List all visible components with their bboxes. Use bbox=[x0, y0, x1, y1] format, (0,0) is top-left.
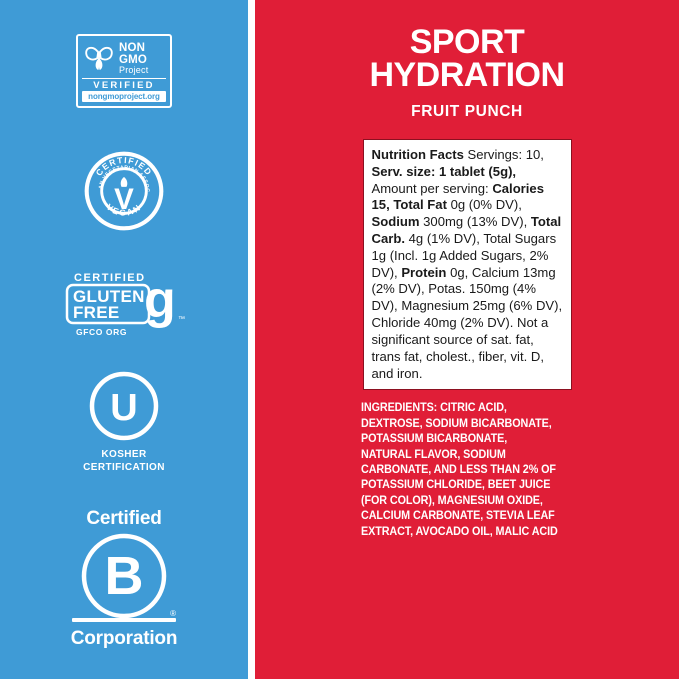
non-gmo-top-row: NON GMO Project bbox=[82, 40, 166, 78]
kosher-line1: KOSHER bbox=[101, 449, 147, 460]
kosher-caption: KOSHER CERTIFICATION bbox=[83, 449, 165, 474]
nutrition-amount-per-serving: Amount per serving: bbox=[371, 180, 493, 196]
gluten-free-logo-icon: CERTIFIED GLUTEN FREE g ™ GFCO ORG bbox=[65, 271, 185, 337]
nutrition-facts-text: Nutrition Facts Servings: 10, Serv. size… bbox=[372, 147, 564, 382]
gfco-org-text: GFCO ORG bbox=[76, 327, 127, 337]
bcorp-b-mark: B bbox=[104, 546, 143, 606]
nutrition-total-fat-value: 0g (0% DV), bbox=[446, 197, 522, 213]
product-title: SPORT HYDRATION bbox=[277, 23, 657, 94]
nutrition-serv-size: Serv. size: 1 tablet (5g), bbox=[371, 163, 517, 179]
nutrition-total-carb-value: 4g (1% DV), Total Sugars 1g (Incl. 1g Ad… bbox=[371, 231, 557, 280]
non-gmo-line1: NON bbox=[119, 42, 146, 54]
nutrition-total-fat-label: Total Fat bbox=[393, 197, 447, 213]
ou-kosher-icon: U bbox=[89, 371, 159, 441]
bcorp-registered-mark: ® bbox=[170, 609, 176, 618]
nutrition-calories: Calories 15, bbox=[371, 180, 544, 213]
gluten-free-line1: GLUTEN bbox=[73, 287, 145, 306]
gluten-free-line2: FREE bbox=[73, 303, 120, 322]
nutrition-sodium-label: Sodium bbox=[371, 214, 420, 230]
non-gmo-box: NON GMO Project VERIFIED nongmoproject.o… bbox=[76, 34, 172, 108]
bcorp-certified-text: Certified bbox=[86, 508, 162, 529]
badge-certified-b-corporation: Certified B ® Corporation bbox=[71, 508, 178, 650]
nutrition-total-carb-label: Total Carb. bbox=[371, 214, 562, 246]
svg-text:VEGAN: VEGAN bbox=[105, 202, 144, 218]
ingredients-text: INGREDIENTS: CITRIC ACID, DEXTROSE, SODI… bbox=[360, 401, 558, 538]
non-gmo-line3: Project bbox=[119, 65, 149, 75]
product-title-line1: SPORT bbox=[409, 23, 525, 61]
kosher-line2: CERTIFICATION bbox=[83, 461, 165, 473]
product-info-panel: SPORT HYDRATION FRUIT PUNCH Nutrition Fa… bbox=[255, 0, 679, 679]
non-gmo-verified-text: VERIFIED bbox=[82, 78, 166, 91]
panel-divider bbox=[248, 0, 255, 679]
non-gmo-line2: GMO bbox=[119, 53, 148, 66]
certifications-panel: NON GMO Project VERIFIED nongmoproject.o… bbox=[0, 0, 248, 679]
butterfly-icon bbox=[85, 47, 113, 71]
gluten-free-certified-text: CERTIFIED bbox=[74, 272, 146, 284]
badge-certified-gluten-free: CERTIFIED GLUTEN FREE g ™ GFCO ORG bbox=[62, 268, 186, 338]
nutrition-protein-label: Protein bbox=[401, 264, 447, 280]
product-flavor: FRUIT PUNCH bbox=[411, 102, 523, 120]
badge-kosher-certification: U KOSHER CERTIFICATION bbox=[83, 370, 165, 474]
product-title-line2: HYDRATION bbox=[369, 55, 565, 94]
certified-vegan-seal-icon: CERTIFIED VEGAN AMERICAN VEGETARIAN ASSO… bbox=[83, 150, 164, 231]
non-gmo-url-text: nongmoproject.org bbox=[82, 91, 166, 102]
nutrition-heading: Nutrition Facts bbox=[371, 146, 464, 162]
nutrition-servings: Servings: 10, bbox=[463, 146, 544, 162]
bcorp-corporation-text: Corporation bbox=[70, 628, 178, 649]
b-corp-icon: B bbox=[81, 533, 167, 619]
vegan-arc-bottom: VEGAN bbox=[105, 202, 142, 218]
nutrition-protein-value: 0g, Calcium 13mg (2% DV), Potas. 150mg (… bbox=[371, 264, 563, 381]
vegan-v-mark: V bbox=[114, 183, 134, 216]
bcorp-divider-rule bbox=[71, 618, 176, 622]
badge-certified-vegan: CERTIFIED VEGAN AMERICAN VEGETARIAN ASSO… bbox=[83, 150, 165, 232]
nutrition-sodium-value: 300mg (13% DV), bbox=[419, 214, 531, 230]
badge-non-gmo-project-verified: NON GMO Project VERIFIED nongmoproject.o… bbox=[76, 34, 172, 108]
nutrition-facts-box: Nutrition Facts Servings: 10, Serv. size… bbox=[362, 138, 572, 391]
kosher-u-mark: U bbox=[110, 387, 137, 429]
svg-text:™: ™ bbox=[178, 316, 185, 323]
bcorp-rule-wrap: ® bbox=[71, 609, 176, 622]
non-gmo-wordmark: NON GMO Project bbox=[119, 42, 149, 75]
gfco-g-mark: g bbox=[144, 271, 176, 329]
